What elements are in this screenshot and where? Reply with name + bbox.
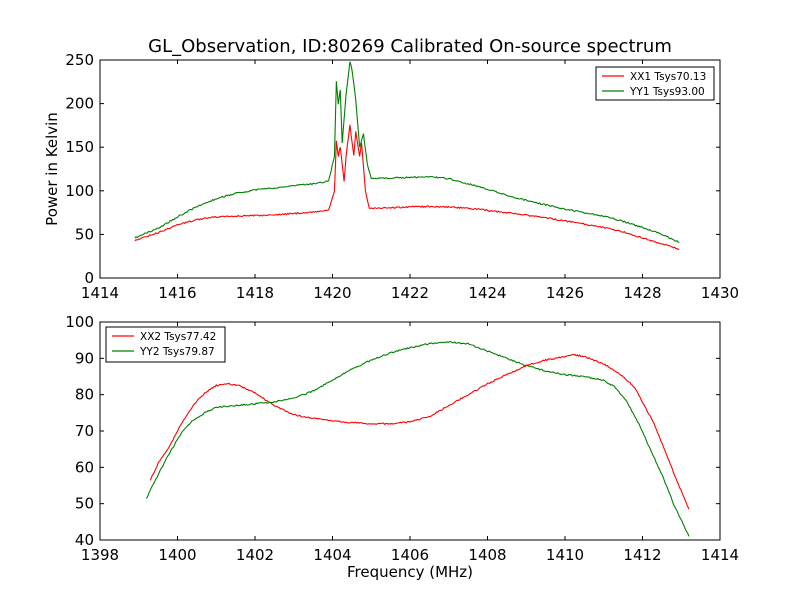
y-tick-label: 50	[75, 495, 94, 513]
x-tick-label: 1398	[81, 546, 119, 564]
y-tick-label: 60	[75, 458, 94, 476]
figure-title: GL_Observation, ID:80269 Calibrated On-s…	[148, 36, 672, 57]
legend-label: YY1 Tsys93.00	[629, 86, 705, 98]
y-axis-label: Power in Kelvin	[43, 112, 61, 226]
x-tick-label: 1430	[701, 284, 739, 302]
series-line-1-2	[134, 61, 680, 243]
y-tick-label: 250	[65, 51, 94, 69]
x-tick-label: 1414	[81, 284, 119, 302]
y-tick-label: 90	[75, 349, 94, 367]
legend-label: XX1 Tsys70.13	[630, 71, 706, 83]
y-tick-label: 40	[75, 531, 94, 549]
chart-panel-1: 1414 1416 1418 1420 1422 1424 1426 1428 1430 0 50 1…	[43, 51, 739, 302]
x-tick-label: 1412	[623, 546, 661, 564]
y-tick-label: 100	[65, 313, 94, 331]
chart-panel-2: 1398 1400 1402 1404 1406 1408 1410 1412 1414 40 50…	[65, 313, 739, 581]
x-tick-label: 1406	[391, 546, 429, 564]
y-tick-label: 200	[65, 95, 94, 113]
x-tick-label: 1414	[701, 546, 739, 564]
legend: XX1 Tsys70.13 YY1 Tsys93.00	[595, 66, 715, 101]
y-tick-label: 0	[84, 269, 94, 287]
plots: 1414 1416 1418 1420 1422 1424 1426 1428 14300501…	[43, 51, 739, 581]
x-tick-label: 1410	[546, 546, 584, 564]
legend-box	[105, 326, 226, 363]
x-tick-label: 1408	[468, 546, 506, 564]
legend-box	[595, 66, 715, 101]
x-tick-label: 1400	[158, 546, 196, 564]
x-tick-label: 1426	[546, 284, 584, 302]
x-tick-label: 1422	[391, 284, 429, 302]
legend-label: YY2 Tsys79.87	[139, 346, 215, 358]
x-tick-label: 1420	[313, 284, 351, 302]
series-line-2-2	[146, 340, 690, 537]
series-line-1-1	[134, 124, 680, 251]
y-tick-label: 50	[75, 225, 94, 243]
x-tick-label: 1418	[236, 284, 274, 302]
x-tick-label: 1402	[236, 546, 274, 564]
y-tick-label: 80	[75, 386, 94, 404]
series-line-2-1	[149, 353, 690, 510]
x-tick-label: 1416	[158, 284, 196, 302]
y-tick-label: 150	[65, 138, 94, 156]
x-tick-label: 1424	[468, 284, 506, 302]
legend-label: XX2 Tsys77.42	[140, 331, 216, 343]
x-axis-label: Frequency (MHz)	[347, 563, 473, 581]
y-tick-label: 70	[75, 422, 94, 440]
legend: XX2 Tsys77.42 YY2 Tsys79.87	[105, 326, 226, 363]
y-tick-label: 100	[65, 182, 94, 200]
x-tick-label: 1404	[313, 546, 351, 564]
x-tick-label: 1428	[623, 284, 661, 302]
